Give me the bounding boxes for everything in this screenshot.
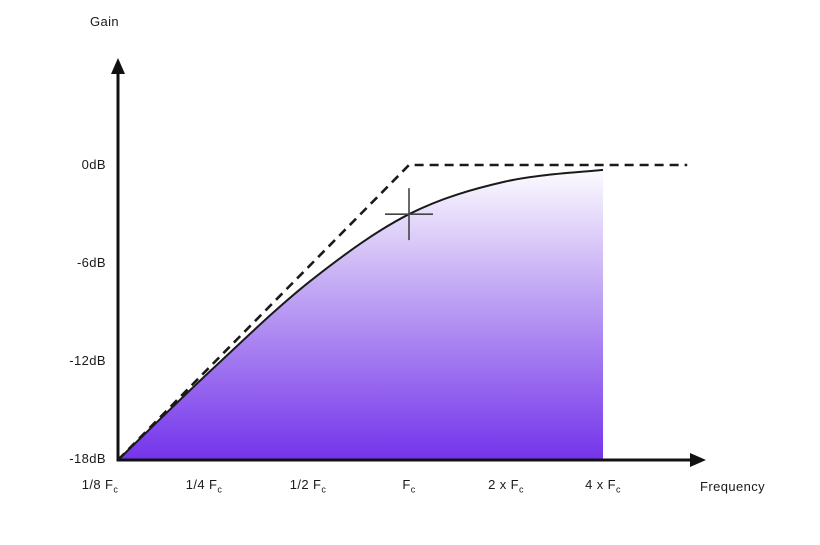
x-tick-label-2fc: 2 x Fc: [458, 477, 554, 495]
actual-response-curve: [117, 168, 604, 461]
ideal-asymptote-dashed-line: [117, 163, 688, 461]
x-tick-subscript: c: [113, 484, 119, 495]
x-axis-arrow-icon: [690, 453, 706, 467]
x-axis-title: Frequency: [700, 479, 766, 494]
x-tick-text: F: [402, 477, 411, 492]
x-tick-subscript: c: [321, 484, 327, 495]
y-axis-arrow-icon: [111, 58, 125, 74]
x-tick-subscript: c: [217, 484, 223, 495]
series-layer: [117, 163, 688, 461]
x-tick-text: 1/2 F: [289, 477, 322, 492]
x-tick-label-eighth-fc: 1/8 Fc: [52, 477, 148, 495]
y-axis-title: Gain: [90, 14, 120, 29]
x-tick-label-4fc: 4 x Fc: [555, 477, 651, 495]
minus3db-cross-marker-icon: [385, 188, 433, 241]
x-tick-label-quarter-fc: 1/4 Fc: [156, 477, 252, 495]
x-tick-text: 4 x F: [585, 477, 616, 492]
x-tick-label-fc: Fc: [361, 477, 457, 495]
x-tick-text: 1/4 F: [185, 477, 218, 492]
y-tick-label-m18db: -18dB: [69, 451, 106, 466]
x-tick-subscript: c: [519, 484, 524, 495]
gradient-fill-area: [118, 169, 603, 460]
x-tick-text: 2 x F: [488, 477, 519, 492]
x-tick-subscript: c: [410, 484, 416, 495]
x-tick-text: 1/8 F: [81, 477, 114, 492]
x-tick-label-half-fc: 1/2 Fc: [260, 477, 356, 495]
x-tick-subscript: c: [616, 484, 621, 495]
y-tick-label-0db: 0dB: [81, 157, 106, 172]
y-tick-label-m6db: -6dB: [76, 255, 106, 270]
y-tick-label-m12db: -12dB: [69, 353, 106, 368]
